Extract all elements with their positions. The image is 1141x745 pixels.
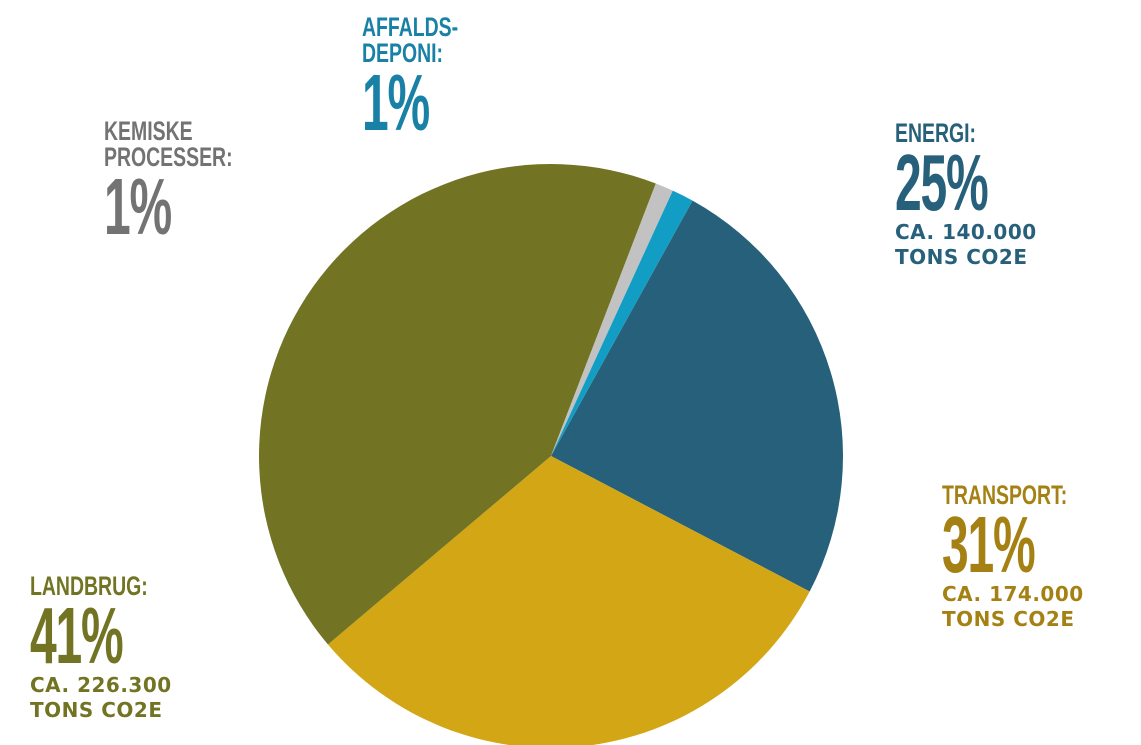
slice-label-transport: TRANSPORT: — [942, 480, 1068, 510]
label-energi: ENERGI: 25% CA. 140.000 TONS CO2E — [895, 120, 1049, 270]
pie-slice-kemiske — [551, 183, 673, 456]
label-transport: TRANSPORT: 31% CA. 174.000 TONS CO2E — [942, 482, 1116, 632]
label-affaldsdeponi: AFFALDS- DEPONI: 1% — [362, 12, 495, 147]
slice-percent-affald: 1% — [362, 58, 430, 147]
slice-detail-energi-line1: CA. 140.000 — [895, 220, 1037, 244]
label-kemiske-processer: KEMISKE PROCESSER: 1% — [104, 116, 283, 251]
slice-percent-energi: 25% — [895, 138, 989, 227]
pie-slice-energi — [551, 200, 844, 592]
slice-label-kemiske-line2: PROCESSER: — [104, 142, 233, 172]
slice-label-affald-line2: DEPONI: — [362, 38, 444, 68]
slice-label-energi: ENERGI: — [895, 118, 977, 148]
slice-label-landbrug: LANDBRUG: — [30, 571, 148, 601]
label-landbrug: LANDBRUG: 41% CA. 226.300 TONS CO2E — [30, 573, 193, 723]
slice-label-affald-line1: AFFALDS- — [362, 12, 459, 42]
pie-slice-landbrug — [259, 164, 656, 645]
slice-percent-transport: 31% — [942, 500, 1036, 589]
slice-detail-landbrug-line2: TONS CO2E — [30, 698, 163, 722]
slice-percent-kemiske: 1% — [104, 162, 172, 251]
slice-label-kemiske-line1: KEMISKE — [104, 116, 193, 146]
pie-slice-transport — [327, 456, 810, 745]
slice-detail-landbrug-line1: CA. 226.300 — [30, 673, 172, 697]
slice-percent-landbrug: 41% — [30, 591, 124, 680]
slice-detail-energi-line2: TONS CO2E — [895, 245, 1028, 269]
slice-detail-transport-line1: CA. 174.000 — [942, 582, 1084, 606]
slice-detail-transport-line2: TONS CO2E — [942, 607, 1075, 631]
pie-slice-affald — [551, 190, 693, 456]
